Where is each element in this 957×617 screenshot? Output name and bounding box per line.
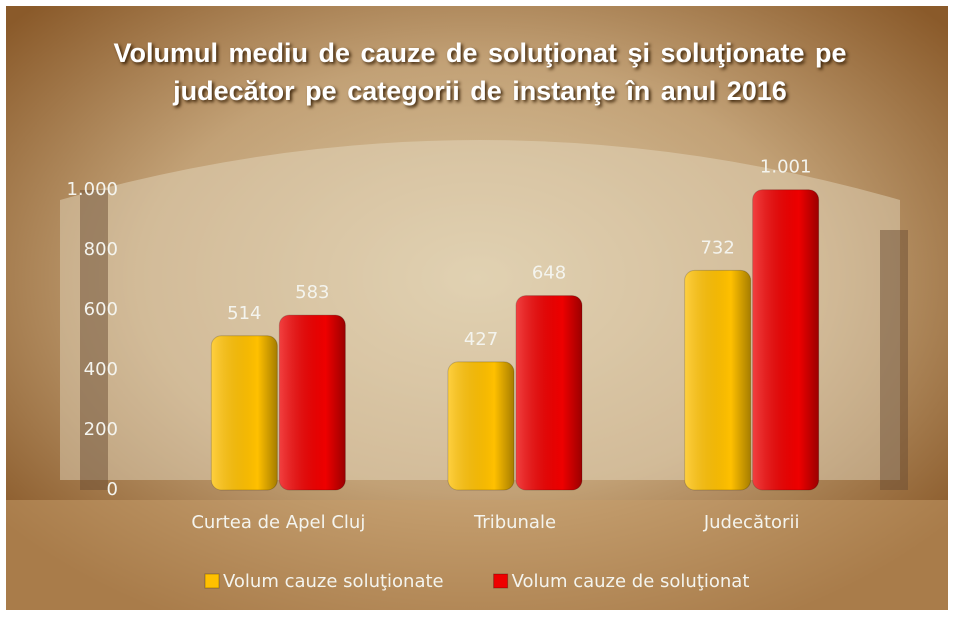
- legend-swatch: [205, 574, 219, 588]
- value-label: 583: [295, 282, 329, 303]
- x-tick-label: Judecătorii: [703, 512, 800, 533]
- bar: [279, 315, 345, 490]
- x-tick-label: Tribunale: [473, 512, 556, 533]
- bar: [448, 362, 514, 490]
- bar: [753, 190, 819, 490]
- bar: [516, 296, 582, 490]
- y-tick-label: 600: [84, 299, 118, 320]
- value-label: 514: [227, 303, 261, 324]
- bar: [685, 270, 751, 490]
- bar: [211, 336, 277, 490]
- y-tick-label: 800: [84, 239, 118, 260]
- value-label: 427: [464, 329, 498, 350]
- x-tick-label: Curtea de Apel Cluj: [191, 512, 365, 533]
- legend-swatch: [494, 574, 508, 588]
- page: 0 200 400 600 800 1.000 Curtea de Apel Cluj 514…: [0, 0, 957, 617]
- y-tick-label: 200: [84, 419, 118, 440]
- column: [80, 190, 108, 490]
- y-tick-label: 0: [107, 479, 118, 500]
- legend-label: Volum cauze de soluţionat: [512, 571, 750, 592]
- chart-title: Volumul mediu de cauze de soluţionat şi …: [90, 34, 870, 110]
- column: [880, 230, 908, 490]
- y-tick-label: 1.000: [66, 179, 118, 200]
- legend-label: Volum cauze soluţionate: [223, 571, 444, 592]
- y-tick-label: 400: [84, 359, 118, 380]
- value-label: 648: [532, 263, 566, 284]
- value-label: 732: [700, 237, 734, 258]
- value-label: 1.001: [760, 157, 812, 178]
